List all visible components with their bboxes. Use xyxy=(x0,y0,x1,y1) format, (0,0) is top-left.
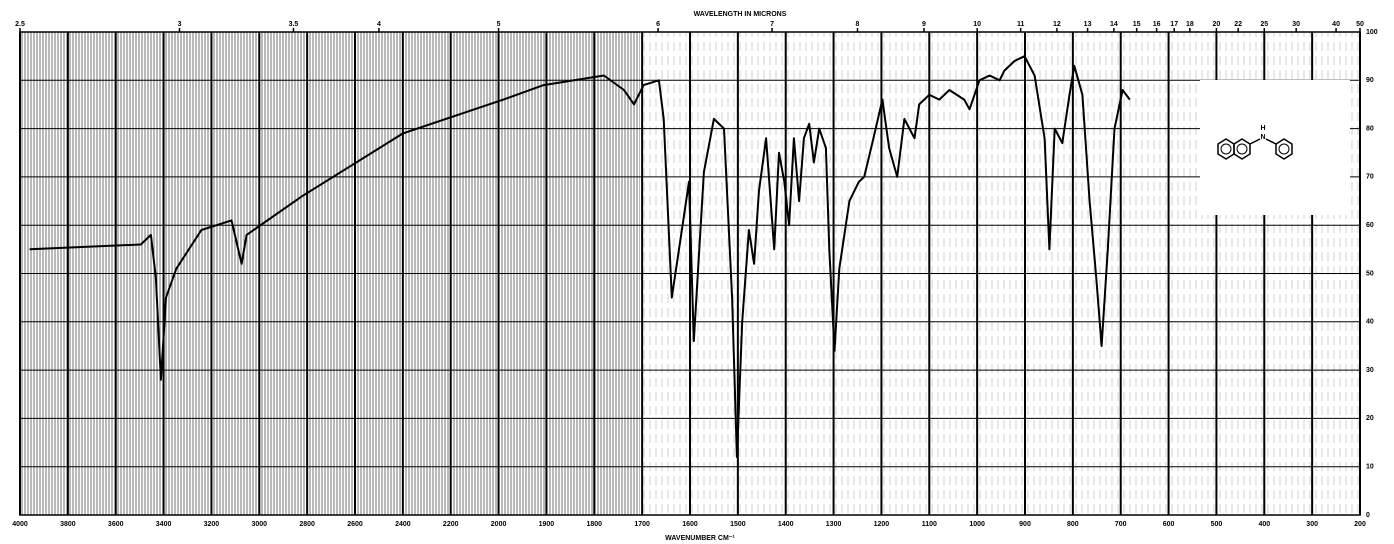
x-tick-label: 200 xyxy=(1354,521,1366,528)
x-tick-label: 3200 xyxy=(204,521,220,528)
x-tick-label: 700 xyxy=(1115,521,1127,528)
y-tick-label: 0 xyxy=(1366,512,1370,519)
top-tick-label: 25 xyxy=(1260,21,1268,28)
top-tick-label: 7 xyxy=(770,21,774,28)
bond xyxy=(1265,138,1277,145)
ring-circle xyxy=(1220,143,1232,155)
atom-label: N xyxy=(1260,134,1265,141)
y-tick-label: 70 xyxy=(1366,174,1374,181)
bond xyxy=(1249,138,1261,145)
top-tick-label: 40 xyxy=(1332,21,1340,28)
spectrum-line xyxy=(29,55,1131,458)
top-tick-label: 11 xyxy=(1017,21,1025,28)
x-tick-label: 3000 xyxy=(251,521,267,528)
x-tick-label: 400 xyxy=(1258,521,1270,528)
top-tick-label: 22 xyxy=(1234,21,1242,28)
x-tick-label: 3800 xyxy=(60,521,76,528)
x-tick-label: 600 xyxy=(1163,521,1175,528)
x-tick-label: 500 xyxy=(1211,521,1223,528)
y-tick-label: 30 xyxy=(1366,367,1374,374)
x-tick-label: 3600 xyxy=(108,521,124,528)
top-tick-label: 4 xyxy=(377,21,381,28)
structure-inset: N H xyxy=(1200,80,1350,215)
y-tick-label: 20 xyxy=(1366,415,1374,422)
x-tick-label: 1400 xyxy=(778,521,794,528)
top-tick-label: 17 xyxy=(1170,21,1178,28)
y-tick-label: 10 xyxy=(1366,464,1374,471)
x-axis-label: WAVENUMBER CM⁻¹ xyxy=(665,535,735,542)
x-tick-label: 1500 xyxy=(730,521,746,528)
x-tick-label: 1100 xyxy=(922,521,937,528)
top-tick-label: 20 xyxy=(1213,21,1221,28)
ring-circle xyxy=(1236,143,1248,155)
top-tick-label: 8 xyxy=(856,21,860,28)
y-tick-label: 40 xyxy=(1366,319,1374,326)
top-tick-label: 12 xyxy=(1053,21,1061,28)
x-tick-label: 3400 xyxy=(156,521,172,528)
x-tick-label: 2800 xyxy=(299,521,315,528)
y-tick-label: 80 xyxy=(1366,125,1374,132)
top-tick-label: 14 xyxy=(1110,21,1118,28)
inset-box xyxy=(1200,80,1350,215)
x-tick-label: 1600 xyxy=(682,521,698,528)
ring xyxy=(1233,138,1251,160)
top-tick-label: 50 xyxy=(1356,21,1364,28)
top-tick-label: 15 xyxy=(1133,21,1141,28)
x-tick-label: 1200 xyxy=(874,521,890,528)
top-tick-label: 5 xyxy=(497,21,501,28)
top-tick-label: 3 xyxy=(178,21,182,28)
x-tick-label: 2400 xyxy=(395,521,411,528)
x-tick-label: 1800 xyxy=(586,521,602,528)
top-tick-label: 2.5 xyxy=(15,21,25,28)
ring-circle xyxy=(1278,143,1290,155)
x-tick-label: 4000 xyxy=(12,521,28,528)
x-tick-label: 800 xyxy=(1067,521,1079,528)
x-tick-label: 1300 xyxy=(826,521,842,528)
x-tick-label: 2200 xyxy=(443,521,459,528)
x-tick-label: 1700 xyxy=(634,521,650,528)
chart-title: WAVELENGTH IN MICRONS xyxy=(694,11,787,18)
x-tick-label: 300 xyxy=(1306,521,1318,528)
x-tick-label: 2000 xyxy=(491,521,507,528)
top-tick-label: 3.5 xyxy=(289,21,299,28)
top-tick-label: 9 xyxy=(922,21,926,28)
top-tick-label: 10 xyxy=(973,21,981,28)
y-tick-label: 100 xyxy=(1366,29,1378,36)
top-tick-label: 13 xyxy=(1084,21,1092,28)
top-tick-label: 16 xyxy=(1153,21,1161,28)
x-tick-label: 1000 xyxy=(969,521,985,528)
x-tick-label: 1900 xyxy=(539,521,555,528)
y-tick-label: 60 xyxy=(1366,222,1374,229)
top-tick-label: 18 xyxy=(1186,21,1194,28)
x-tick-label: 2600 xyxy=(347,521,363,528)
y-tick-label: 50 xyxy=(1366,270,1374,277)
y-tick-label: 90 xyxy=(1366,77,1374,84)
top-tick-label: 30 xyxy=(1292,21,1300,28)
atom-label: H xyxy=(1260,125,1265,132)
ring xyxy=(1275,138,1293,160)
top-tick-label: 6 xyxy=(656,21,660,28)
x-tick-label: 900 xyxy=(1019,521,1031,528)
